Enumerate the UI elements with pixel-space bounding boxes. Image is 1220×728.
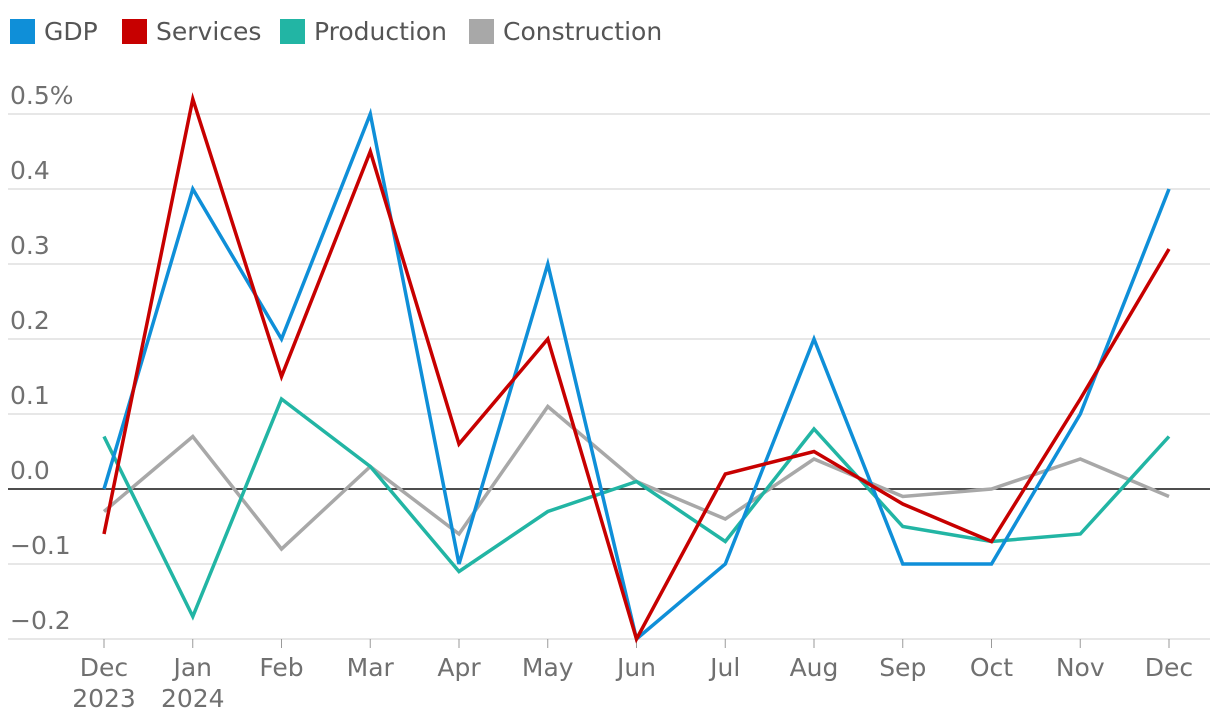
gridlines (8, 113, 1210, 640)
legend-item-construction: Construction (469, 17, 662, 46)
legend: GDP Services Production Construction (10, 17, 662, 46)
y-tick-label: −0.2 (10, 606, 71, 635)
x-tick-label: May (522, 653, 574, 682)
series-line-gdp (102, 107, 1171, 643)
legend-label-gdp: GDP (44, 17, 98, 46)
x-tick-label-year: 2024 (161, 684, 225, 713)
y-tick-label: 0.0 (10, 456, 50, 485)
legend-swatch-production (280, 19, 305, 44)
y-tick-label: 0.2 (10, 306, 50, 335)
y-tick-label: 0.1 (10, 381, 50, 410)
x-tick-label: Aug (790, 653, 839, 682)
series-line-construction (102, 403, 1170, 552)
y-tick-label: 0.5% (10, 81, 74, 110)
legend-label-services: Services (156, 17, 261, 46)
y-tick-label: 0.3 (10, 231, 50, 260)
x-tick-label: Jun (615, 653, 656, 682)
legend-swatch-services (122, 19, 147, 44)
x-tick-label: Sep (879, 653, 926, 682)
legend-item-services: Services (122, 17, 261, 46)
x-tick-label: Dec (1145, 653, 1193, 682)
legend-label-production: Production (314, 17, 447, 46)
legend-label-construction: Construction (503, 17, 662, 46)
series-lines (102, 92, 1171, 644)
x-tick-label: Jul (708, 653, 740, 682)
legend-swatch-construction (469, 19, 494, 44)
y-tick-label: 0.4 (10, 156, 50, 185)
x-tick-label: Dec (80, 653, 128, 682)
x-tick-label: Apr (437, 653, 481, 682)
series-line-production (102, 396, 1171, 621)
x-tick-label: Feb (259, 653, 303, 682)
x-tick-label: Jan (171, 653, 212, 682)
y-tick-label: −0.1 (10, 531, 71, 560)
x-tick-label: Oct (970, 653, 1013, 682)
y-axis-ticks: 0.5% 0.4 0.3 0.2 0.1 0.0 −0.1 −0.2 (10, 81, 74, 635)
legend-swatch-gdp (10, 19, 35, 44)
x-tick-label-year: 2023 (72, 684, 136, 713)
legend-item-gdp: GDP (10, 17, 98, 46)
x-tick-label: Mar (347, 653, 395, 682)
legend-item-production: Production (280, 17, 447, 46)
series-line-services (102, 92, 1171, 644)
x-tick-label: Nov (1056, 653, 1105, 682)
